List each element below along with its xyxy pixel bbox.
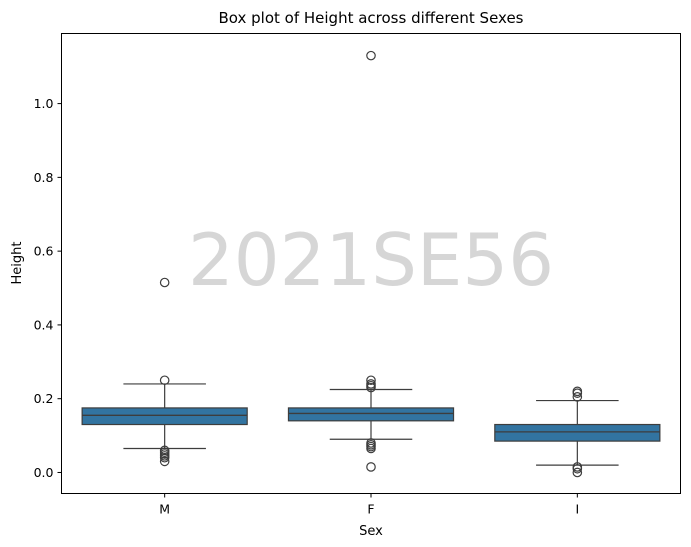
y-tick-label: 0.6	[34, 244, 54, 259]
chart-title: Box plot of Height across different Sexe…	[218, 9, 523, 27]
box-group-M	[81, 277, 248, 467]
outlier-point	[572, 467, 583, 478]
y-tick-label: 1.0	[34, 96, 54, 111]
outlier-point	[572, 388, 583, 398]
outlier-point	[366, 462, 376, 472]
x-tick-label: F	[367, 502, 374, 517]
y-axis-label: Height	[10, 242, 25, 285]
outlier-point	[366, 382, 376, 393]
outlier-point	[159, 452, 170, 463]
y-tick-label: 0.8	[34, 170, 54, 185]
x-axis-label: Sex	[359, 524, 383, 539]
y-tick-label: 0.4	[34, 317, 54, 332]
outlier-point	[366, 50, 376, 61]
outlier-point	[159, 456, 170, 467]
outlier-point	[572, 392, 583, 402]
watermark: 2021SE56	[188, 218, 554, 302]
box-group-F	[287, 50, 455, 472]
outlier-point	[159, 375, 170, 386]
y-tick-label: 0.0	[34, 465, 54, 480]
outlier-point	[366, 443, 376, 454]
plot-area	[81, 50, 661, 478]
y-tick-label: 0.2	[34, 391, 54, 406]
y-axis: 0.0 0.2 0.4 0.6 0.8 1.0	[34, 96, 62, 480]
box-iqr	[81, 407, 248, 426]
outlier-point	[572, 463, 583, 474]
box-iqr	[494, 423, 661, 442]
outlier-point	[159, 277, 170, 288]
x-tick-label: M	[159, 502, 170, 517]
box-group-I	[494, 386, 661, 478]
outlier-point	[366, 375, 376, 386]
box-iqr	[287, 407, 455, 422]
x-tick-label: I	[575, 502, 579, 517]
